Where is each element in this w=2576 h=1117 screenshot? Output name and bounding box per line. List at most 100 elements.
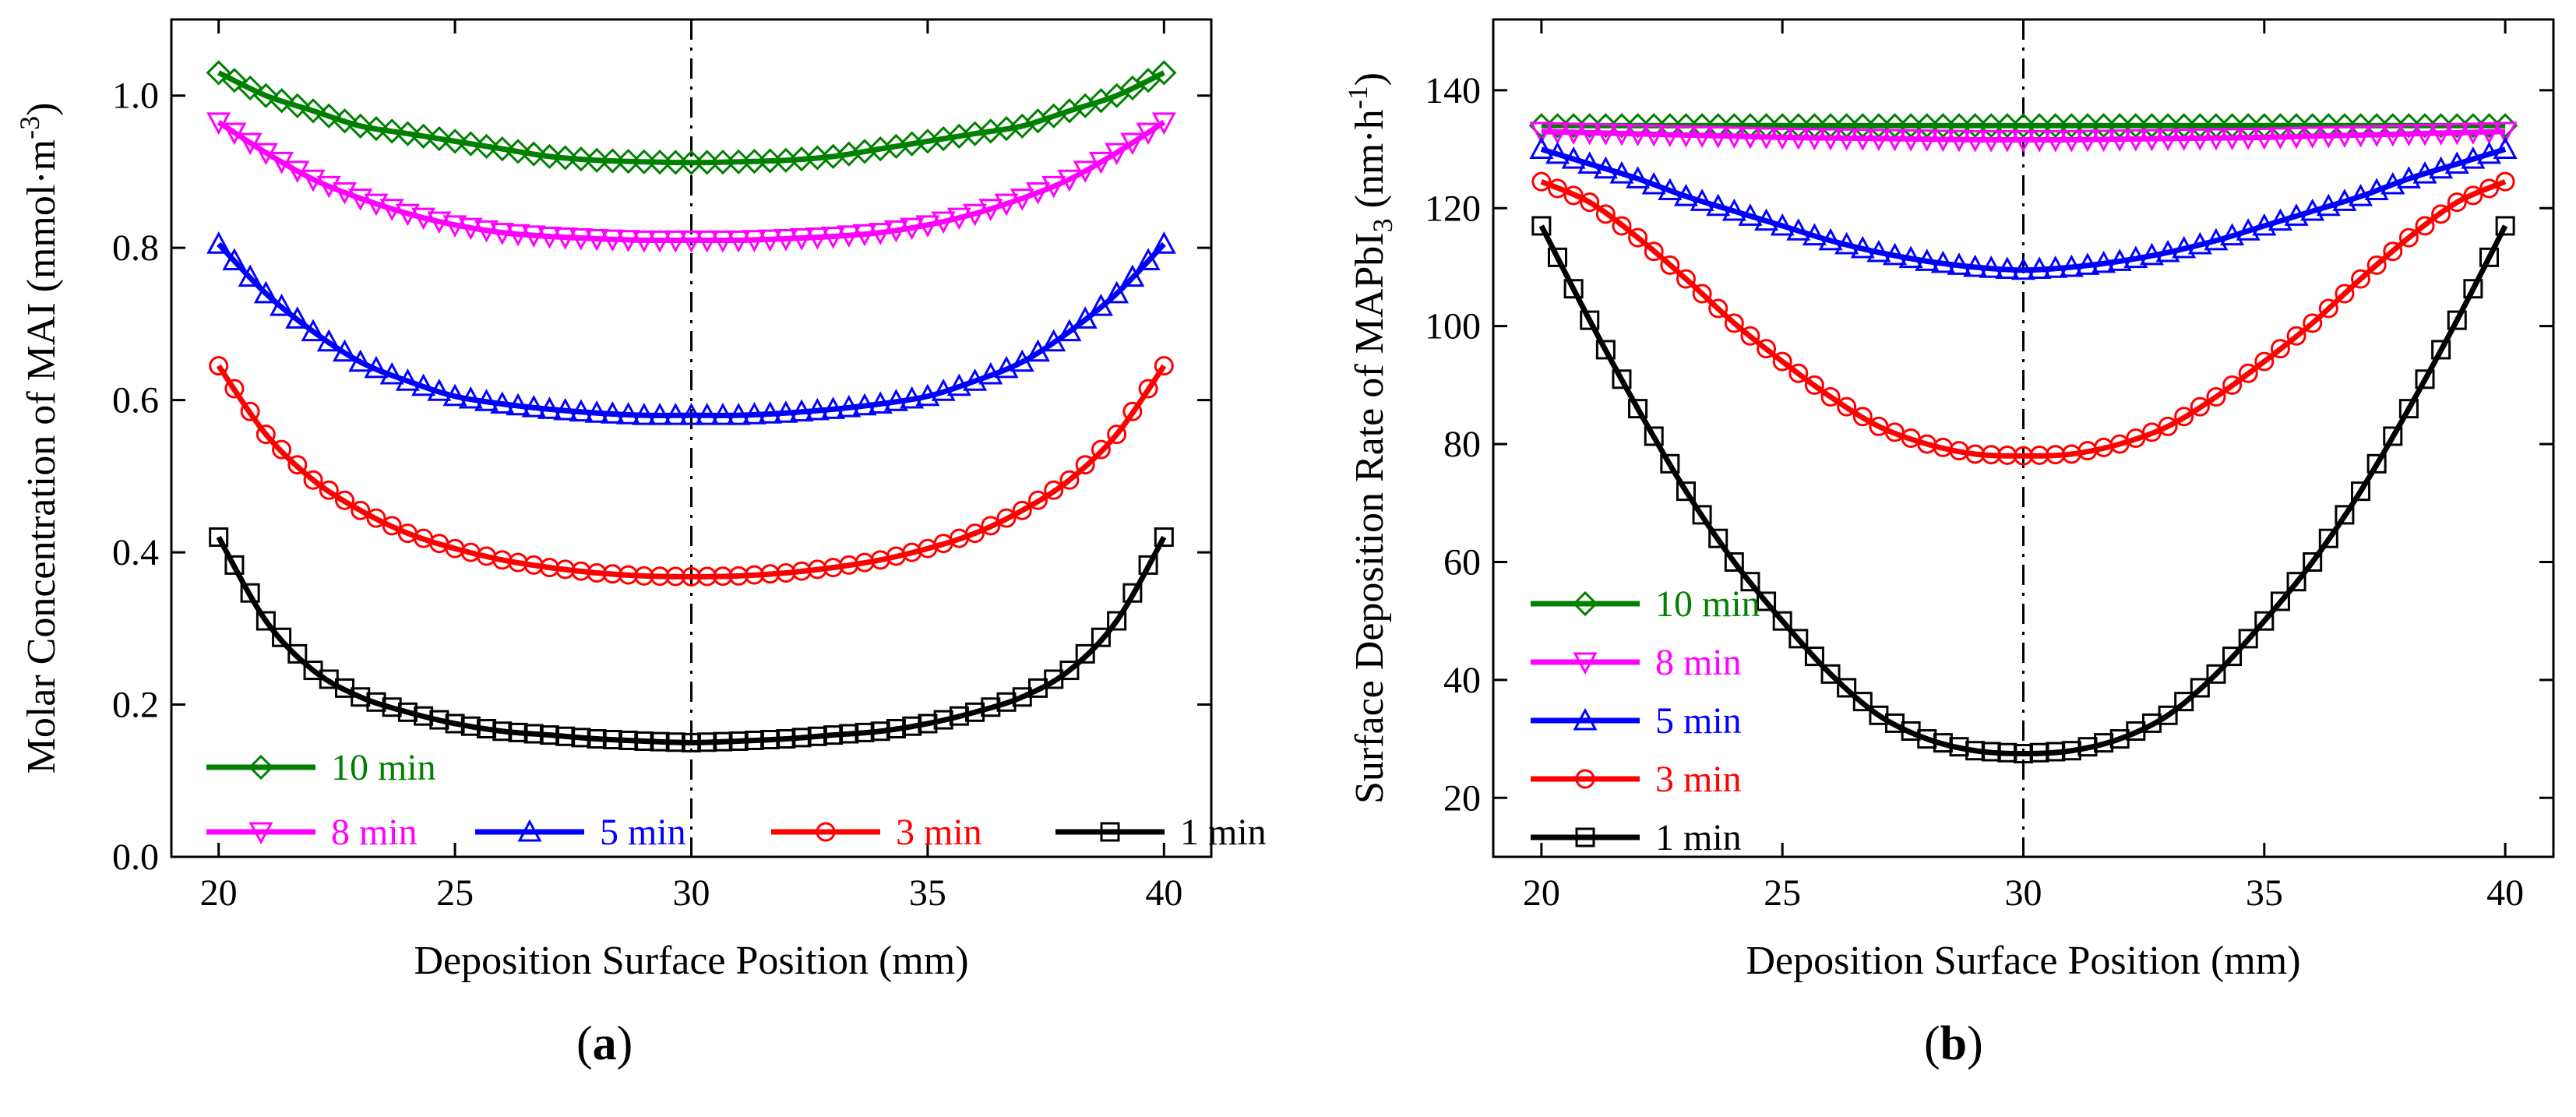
- data-point: [1057, 169, 1082, 192]
- data-point: [1563, 185, 1584, 206]
- data-point: [807, 726, 827, 746]
- data-point: [981, 697, 1001, 717]
- data-point: [2204, 227, 2229, 251]
- data-point: [663, 403, 688, 425]
- panel-b: 20 25 30 35 40 20 40 60 80 100 120 140 10 min 8 min 5 …: [1342, 18, 2555, 983]
- data-point: [319, 480, 339, 500]
- data-point: [963, 203, 988, 227]
- legend-marker: [1100, 822, 1120, 842]
- data-point: [2412, 160, 2437, 184]
- data-point: [789, 399, 814, 422]
- data-point: [1151, 60, 1177, 86]
- data-point: [1837, 396, 1857, 417]
- data-point: [665, 566, 685, 587]
- data-point: [1577, 122, 1602, 146]
- data-point: [1105, 280, 1129, 304]
- data-point: [2220, 128, 2245, 151]
- data-point: [427, 379, 452, 401]
- data-point: [1595, 340, 1616, 360]
- data-point: [2252, 213, 2277, 236]
- data-point: [1772, 351, 1792, 372]
- data-point: [521, 225, 546, 248]
- data-point: [946, 207, 971, 231]
- data-point: [348, 349, 373, 372]
- y-tick-label: 140: [1425, 70, 1481, 111]
- y-tick-label: 0.8: [112, 227, 159, 269]
- data-point: [2155, 129, 2180, 152]
- data-point: [537, 227, 562, 249]
- data-point: [1706, 193, 1731, 217]
- data-point: [2123, 129, 2148, 152]
- data-point: [382, 516, 402, 536]
- data-point: [868, 391, 893, 414]
- data-point: [1802, 128, 1827, 151]
- data-point: [1724, 551, 1744, 572]
- data-point: [1706, 125, 1731, 149]
- data-point: [2010, 129, 2036, 153]
- data-point: [791, 561, 812, 581]
- series-line: [1541, 129, 2506, 143]
- data-point: [1837, 678, 1857, 698]
- data-point: [839, 724, 859, 744]
- data-point: [1721, 126, 1746, 150]
- series-3-min: [209, 356, 1174, 587]
- data-point: [2431, 204, 2451, 224]
- data-point: [1531, 171, 1552, 192]
- data-point: [2059, 129, 2084, 153]
- data-point: [632, 230, 657, 253]
- data-point: [1757, 591, 1777, 611]
- data-point: [760, 730, 781, 749]
- data-point: [665, 732, 685, 752]
- data-point: [1947, 129, 1972, 153]
- data-point: [300, 98, 326, 124]
- data-point: [458, 386, 483, 409]
- data-point: [508, 722, 528, 742]
- data-point: [1770, 127, 1795, 150]
- data-point: [994, 193, 1019, 217]
- data-point: [2174, 407, 2194, 427]
- legend-item-3-min: 3 min: [1531, 759, 1742, 800]
- data-point: [2364, 178, 2389, 201]
- data-point: [1676, 481, 1696, 502]
- data-point: [584, 147, 610, 173]
- x-tick-label: 35: [909, 872, 946, 914]
- data-point: [2335, 505, 2355, 525]
- data-point: [1660, 255, 1680, 275]
- data-point: [1788, 363, 1809, 383]
- data-point: [1883, 129, 1908, 152]
- data-point: [855, 722, 875, 742]
- data-point: [883, 220, 908, 243]
- series-10-min: [206, 60, 1177, 175]
- data-point: [206, 231, 231, 254]
- series-1-min: [209, 527, 1174, 752]
- data-point: [1545, 122, 1570, 145]
- legend-marker: [248, 822, 273, 845]
- data-point: [2284, 203, 2309, 226]
- data-point: [1091, 627, 1111, 647]
- data-point: [553, 227, 578, 250]
- data-point: [695, 230, 720, 253]
- data-point: [1786, 218, 1811, 241]
- y-tick-label: 0.6: [112, 380, 159, 421]
- data-point: [602, 564, 622, 584]
- data-point: [1658, 125, 1683, 148]
- data-point: [2461, 146, 2486, 169]
- data-point: [678, 403, 704, 425]
- data-point: [933, 710, 953, 730]
- data-point: [411, 373, 436, 396]
- data-point: [2479, 247, 2500, 267]
- data-point: [1531, 216, 1552, 236]
- data-point: [1673, 183, 1698, 206]
- series-8-min: [1529, 122, 2518, 153]
- data-point: [616, 230, 641, 252]
- data-point: [647, 403, 672, 425]
- data-point: [2284, 126, 2309, 150]
- data-point: [458, 131, 484, 157]
- data-point: [1580, 310, 1600, 330]
- data-point: [1154, 356, 1174, 376]
- data-point: [474, 220, 499, 243]
- data-point: [224, 555, 245, 575]
- data-point: [774, 228, 798, 252]
- data-point: [1850, 235, 1875, 259]
